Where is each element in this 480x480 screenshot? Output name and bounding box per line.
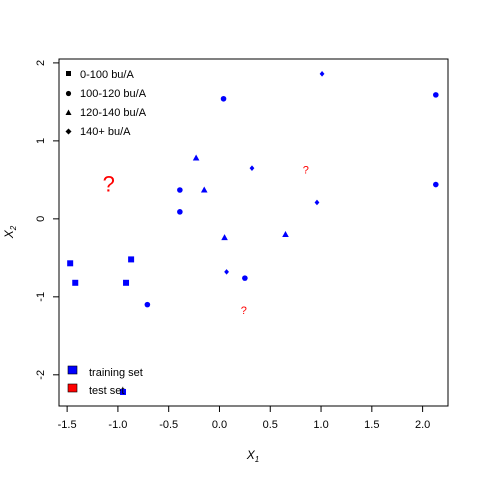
- point-triangle: [221, 234, 228, 241]
- y-tick-label: 2: [35, 60, 47, 66]
- point-circle: [177, 209, 183, 215]
- legend-marker-triangle: [65, 109, 72, 115]
- x-axis: -1.5 -1.0 -0.5 0.0 0.5 1.0 1.5 2.0: [58, 405, 430, 431]
- point-triangle: [282, 230, 289, 237]
- legend-marker-diamond: [65, 128, 72, 135]
- point-circle: [177, 187, 183, 193]
- x-tick-label: 0.5: [263, 419, 278, 431]
- test-point-marker: ?: [241, 305, 247, 317]
- legend-swatch-test: [67, 383, 78, 393]
- x-tick-label: 1.0: [313, 419, 328, 431]
- x-tick-label: -1.5: [58, 419, 77, 431]
- x-tick-label: 2.0: [415, 419, 430, 431]
- y-axis: -2 -1 0 1 2: [35, 60, 60, 380]
- x-tick-label: 1.5: [364, 419, 379, 431]
- legend-swatch-training: [67, 365, 78, 375]
- point-square: [67, 260, 74, 267]
- point-triangle: [200, 186, 208, 193]
- test-point-marker: ?: [303, 165, 309, 177]
- point-diamond: [314, 199, 320, 206]
- legend-label-test: test set: [89, 385, 124, 397]
- y-axis-label: X2: [2, 225, 18, 239]
- point-circle: [433, 92, 439, 98]
- x-axis-label: X1: [246, 448, 259, 464]
- test-point-marker: ?: [103, 171, 115, 196]
- y-tick-label: 0: [35, 216, 47, 222]
- x-tick-label: -0.5: [159, 419, 178, 431]
- test-points: ???: [103, 165, 309, 317]
- y-tick-label: 1: [35, 138, 47, 144]
- point-circle: [144, 301, 151, 308]
- legend-label-140: 140+ bu/A: [80, 126, 131, 138]
- legend-marker-square: [66, 71, 71, 76]
- y-tick-label: -1: [35, 292, 47, 302]
- legend-marker-circle: [65, 90, 72, 97]
- point-diamond: [249, 165, 255, 171]
- legend-label-training: training set: [89, 367, 143, 379]
- point-diamond: [224, 269, 229, 275]
- legend-label-0-100: 0-100 bu/A: [80, 69, 134, 81]
- point-square: [72, 279, 79, 286]
- x-tick-label: -1.0: [108, 419, 127, 431]
- legend-yield: 0-100 bu/A 100-120 bu/A 120-140 bu/A 140…: [65, 69, 147, 138]
- x-tick-label: 0.0: [212, 419, 227, 431]
- point-circle: [433, 181, 439, 188]
- point-triangle: [192, 154, 200, 161]
- point-square: [123, 279, 130, 286]
- x-axis-label-sub: 1: [255, 455, 259, 464]
- legend-label-120-140: 120-140 bu/A: [80, 107, 147, 119]
- y-axis-label-sub: 2: [9, 225, 18, 231]
- point-square: [119, 388, 126, 395]
- legend-label-100-120: 100-120 bu/A: [80, 88, 147, 100]
- y-axis-label-main: X: [2, 229, 16, 239]
- point-diamond: [319, 71, 325, 77]
- data-points: [67, 71, 439, 395]
- x-axis-label-main: X: [246, 448, 256, 462]
- point-square: [128, 256, 135, 263]
- y-tick-label: -2: [35, 370, 47, 380]
- legend-set: training set test set: [67, 365, 143, 397]
- point-circle: [220, 95, 227, 102]
- point-circle: [242, 275, 248, 281]
